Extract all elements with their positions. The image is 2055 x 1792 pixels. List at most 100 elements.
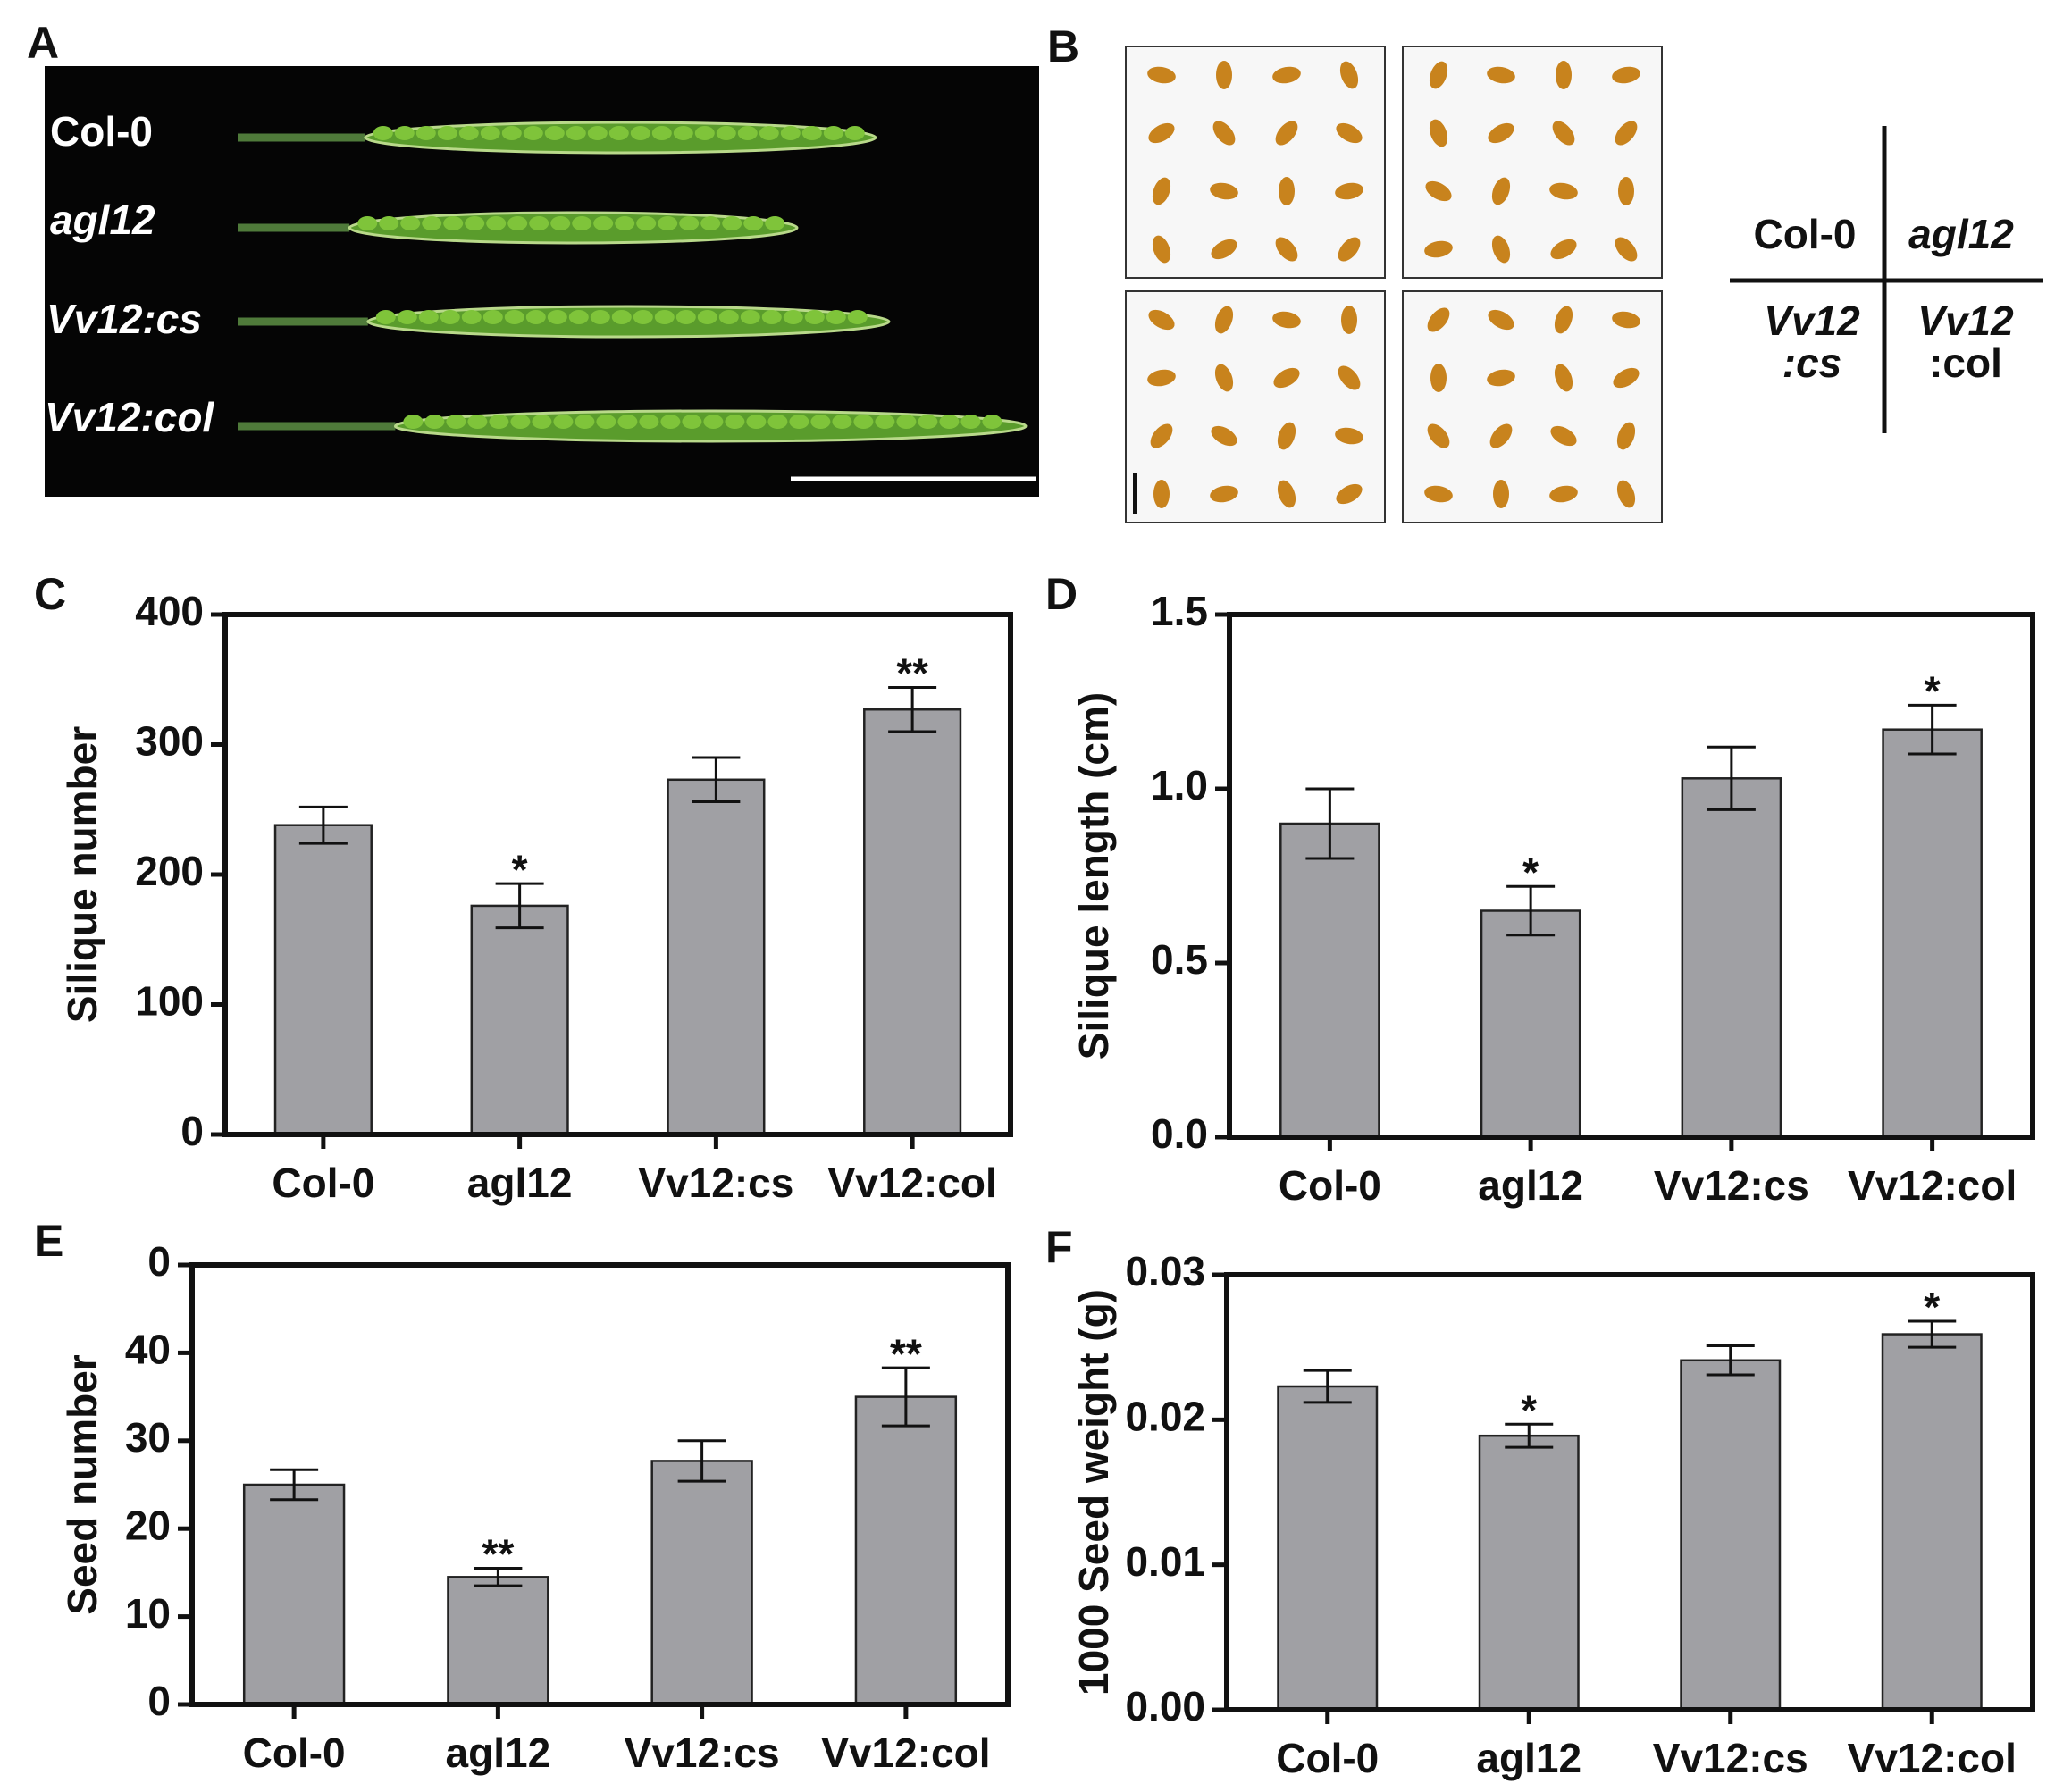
seed-box [1125, 46, 1386, 279]
seed [547, 310, 567, 324]
seed [510, 415, 531, 429]
seed [737, 126, 758, 140]
seed [1427, 423, 1450, 448]
seed [697, 310, 717, 324]
seed [1615, 237, 1638, 262]
seed [832, 415, 852, 429]
seed [1491, 177, 1511, 205]
plot-frame [1227, 612, 2035, 1140]
seed [1152, 235, 1171, 264]
significance: * [1522, 849, 1539, 895]
significance: ** [896, 650, 928, 697]
panel-letter: D [1045, 569, 1078, 619]
seed [725, 415, 745, 429]
seed [1272, 311, 1301, 329]
key-label: :cs [1782, 339, 1841, 386]
seed [400, 216, 421, 230]
seed [673, 126, 693, 140]
seed [1277, 480, 1296, 508]
seed [1488, 122, 1514, 144]
x-tick-label: agl12 [1476, 1735, 1581, 1781]
seed [504, 310, 524, 324]
seed [1550, 239, 1577, 260]
seed [716, 126, 736, 140]
seed [1554, 306, 1573, 334]
seed [658, 216, 678, 230]
seed [617, 415, 638, 429]
seed [415, 126, 436, 140]
photo-label: Vv12:col [45, 394, 214, 440]
x-tick-label: Col-0 [1279, 1162, 1381, 1209]
seed [1275, 237, 1298, 262]
y-tick-label: 40 [125, 1327, 171, 1373]
seed [1549, 182, 1578, 200]
seed [507, 216, 528, 230]
seed [1429, 119, 1448, 147]
seed [553, 415, 574, 429]
seed [1335, 182, 1363, 200]
seed [630, 126, 650, 140]
seed [1216, 61, 1232, 89]
seed [1489, 423, 1513, 448]
seed-box [1125, 290, 1386, 523]
seed [875, 415, 895, 429]
bar [242, 1483, 346, 1706]
panel-letter: A [27, 18, 59, 68]
seed [1613, 367, 1640, 389]
y-tick-label: 200 [135, 848, 204, 894]
seed [1615, 121, 1638, 146]
seed [1612, 66, 1640, 84]
seed [1147, 66, 1176, 84]
seed [489, 415, 509, 429]
seed [743, 216, 764, 230]
seed [651, 126, 672, 140]
error-bar [1506, 884, 1556, 937]
seed [608, 126, 629, 140]
seed [896, 415, 917, 429]
seed [1487, 369, 1515, 387]
seed [675, 310, 696, 324]
seed [1550, 425, 1577, 447]
seed [480, 126, 500, 140]
seed [446, 415, 466, 429]
panel-letter: E [34, 1216, 63, 1266]
bar [650, 1460, 753, 1706]
y-axis-label: 1000 Seed weight (g) [1070, 1289, 1117, 1696]
seed [1152, 177, 1171, 205]
seed [379, 216, 399, 230]
seed [1277, 422, 1296, 450]
seed [823, 126, 843, 140]
siliques [238, 121, 1028, 443]
seed [682, 415, 702, 429]
seed [722, 216, 742, 230]
seed [761, 310, 782, 324]
seed [465, 216, 485, 230]
seed [1338, 365, 1361, 390]
seed [765, 216, 785, 230]
significance: * [1521, 1386, 1537, 1433]
seed [1212, 121, 1236, 146]
seed [532, 415, 552, 429]
seed [437, 126, 457, 140]
seed-photos [1125, 46, 1663, 523]
plot-frame [222, 612, 1013, 1137]
x-tick-label: Vv12:cs [1654, 1162, 1809, 1209]
bar [1681, 777, 1782, 1139]
seed [654, 310, 675, 324]
seed [1488, 309, 1514, 331]
seed [1148, 309, 1175, 331]
key-label: agl12 [1908, 211, 2014, 257]
key-label: Col-0 [1754, 211, 1857, 257]
bar [1680, 1359, 1782, 1712]
significance: ** [482, 1531, 514, 1578]
seed [501, 126, 522, 140]
seed [1336, 483, 1363, 505]
seed [1616, 422, 1636, 450]
y-tick-label: 0 [147, 1238, 171, 1285]
seed [740, 310, 760, 324]
x-tick-label: Vv12:cs [1653, 1735, 1808, 1781]
y-tick-label: 400 [135, 588, 204, 634]
seed [810, 415, 831, 429]
y-tick-label: 300 [135, 718, 204, 765]
seed [767, 415, 788, 429]
